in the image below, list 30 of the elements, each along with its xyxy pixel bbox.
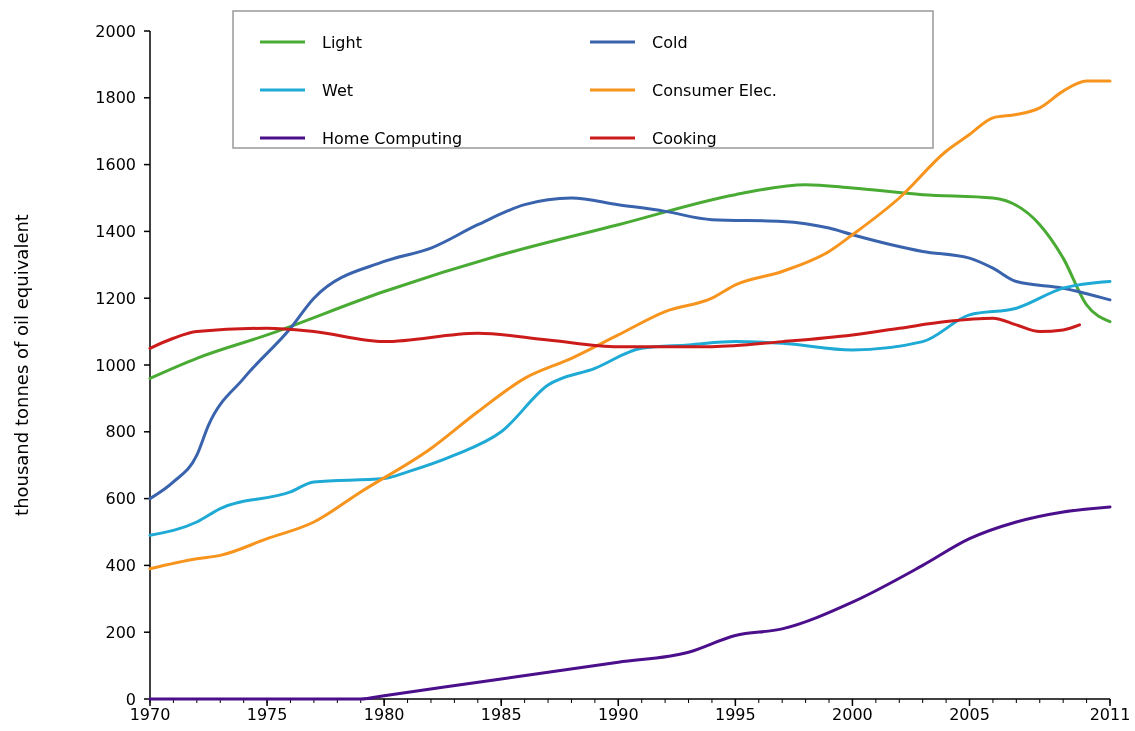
y-tick-label: 2000 [95,21,136,41]
x-tick-label: 1975 [246,705,288,724]
legend-label: Cooking [652,128,717,148]
y-tick-label: 600 [105,489,136,509]
legend-label: Wet [322,80,353,100]
y-tick-label: 1400 [95,222,136,241]
line-series [148,183,1112,380]
x-tick-label: 1985 [480,705,522,724]
line-series [148,196,1112,501]
y-tick-label: 1600 [95,155,136,175]
line-series [148,316,1082,350]
y-tick-label: 200 [105,622,136,642]
y-tick-label: 400 [105,556,136,575]
y-tick-label: 1000 [95,355,136,375]
x-tick-label: 1980 [363,705,405,724]
line-series [148,280,1112,537]
x-tick-label: 1990 [597,705,639,724]
line-series [148,79,1112,571]
x-tick-label: 2011 [1089,705,1131,724]
x-tick-label: 2000 [832,705,873,724]
legend-label: Cold [652,32,688,52]
x-tick-label: 1995 [715,705,756,724]
x-tick-label: 2005 [949,705,990,724]
legend-label: Home Computing [322,128,463,148]
legend-label: Light [322,32,362,52]
y-tick-label: 1200 [95,288,136,308]
y-tick-label: 1800 [95,88,136,108]
y-tick-label: 800 [105,422,136,442]
y-axis-title: thousand tonnes of oil equivalent [11,214,32,516]
legend-label: Consumer Elec. [652,80,777,100]
